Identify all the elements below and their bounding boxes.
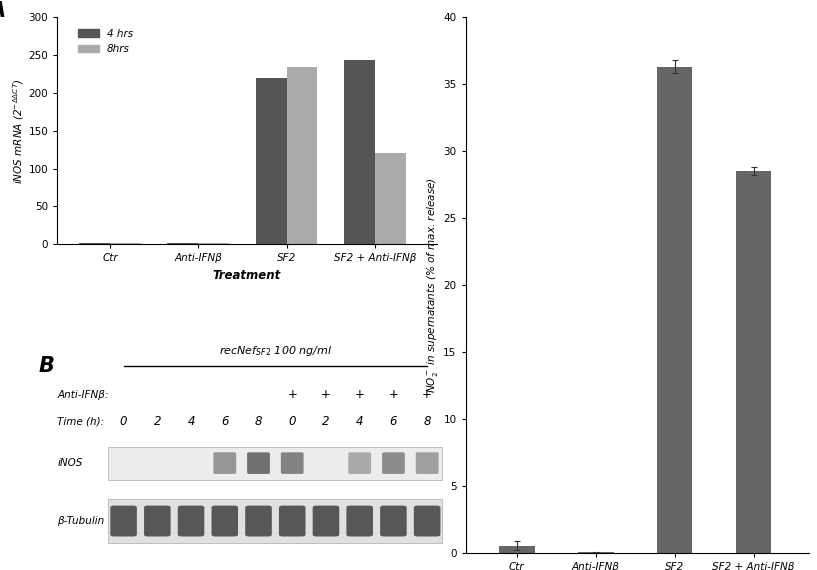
Text: β-Tubulin: β-Tubulin: [57, 516, 105, 526]
Text: +: +: [321, 388, 331, 401]
Text: B: B: [38, 356, 54, 376]
Text: 2: 2: [322, 415, 330, 428]
Text: 4: 4: [187, 415, 194, 428]
Text: +: +: [388, 388, 399, 401]
Bar: [736, 171, 771, 553]
FancyBboxPatch shape: [178, 506, 204, 536]
Bar: [375, 153, 406, 245]
FancyBboxPatch shape: [247, 453, 270, 474]
Bar: [499, 545, 534, 553]
Bar: [167, 243, 199, 245]
Bar: [79, 243, 110, 245]
FancyBboxPatch shape: [212, 506, 238, 536]
Text: +: +: [288, 388, 297, 401]
FancyBboxPatch shape: [144, 506, 171, 536]
Text: 8: 8: [423, 415, 431, 428]
FancyBboxPatch shape: [109, 447, 442, 479]
Bar: [287, 67, 318, 245]
FancyBboxPatch shape: [414, 506, 440, 536]
Text: Time (h):: Time (h):: [57, 417, 105, 426]
FancyBboxPatch shape: [346, 506, 373, 536]
FancyBboxPatch shape: [313, 506, 339, 536]
Bar: [657, 67, 693, 553]
Text: 0: 0: [288, 415, 296, 428]
Text: 4: 4: [356, 415, 364, 428]
Legend: 4 hrs, 8hrs: 4 hrs, 8hrs: [74, 25, 137, 58]
Text: A: A: [0, 1, 5, 21]
Text: +: +: [355, 388, 364, 401]
FancyBboxPatch shape: [279, 506, 306, 536]
Text: 6: 6: [390, 415, 397, 428]
Bar: [199, 243, 230, 245]
FancyBboxPatch shape: [416, 453, 439, 474]
Text: 8: 8: [255, 415, 262, 428]
Bar: [344, 59, 375, 245]
Text: 6: 6: [221, 415, 229, 428]
Text: iNOS: iNOS: [57, 458, 83, 468]
Bar: [578, 552, 614, 553]
Text: +: +: [422, 388, 432, 401]
Y-axis label: iNOS mRNA (2$^{-ΔΔCT}$): iNOS mRNA (2$^{-ΔΔCT}$): [11, 78, 25, 184]
FancyBboxPatch shape: [382, 453, 404, 474]
Y-axis label: NO$_2^-$ in supernatants (% of max. release): NO$_2^-$ in supernatants (% of max. rele…: [426, 177, 440, 393]
FancyBboxPatch shape: [110, 506, 137, 536]
FancyBboxPatch shape: [281, 453, 304, 474]
X-axis label: Treatment: Treatment: [212, 269, 281, 282]
FancyBboxPatch shape: [348, 453, 371, 474]
Text: recNef$_{SF2}$ 100 ng/ml: recNef$_{SF2}$ 100 ng/ml: [219, 344, 332, 358]
FancyBboxPatch shape: [109, 499, 442, 543]
Text: Anti-IFNβ:: Anti-IFNβ:: [57, 389, 109, 400]
Bar: [256, 79, 287, 245]
Text: 0: 0: [120, 415, 127, 428]
FancyBboxPatch shape: [380, 506, 407, 536]
Text: 2: 2: [154, 415, 161, 428]
FancyBboxPatch shape: [245, 506, 272, 536]
FancyBboxPatch shape: [213, 453, 236, 474]
Bar: [110, 243, 141, 245]
